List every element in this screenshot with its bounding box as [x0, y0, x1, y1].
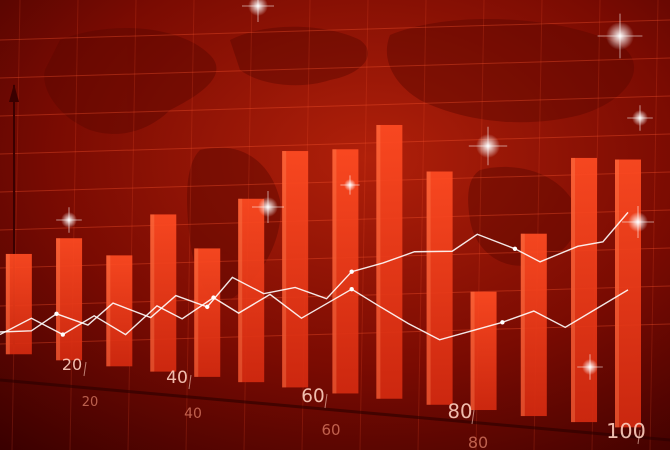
x-tick-mark	[83, 361, 87, 377]
grid-line-v	[649, 0, 659, 450]
x-tick-label: 60	[301, 386, 324, 407]
grid-line-h	[0, 133, 670, 155]
x-tick-label-back: 80	[468, 433, 488, 450]
bar-highlight	[150, 214, 155, 372]
bar	[5, 253, 32, 355]
line-point	[211, 295, 216, 300]
grid-line-h	[0, 19, 670, 41]
x-tick-label-back: 40	[184, 406, 202, 422]
front-axis-line	[0, 378, 670, 442]
x-tick-label: 100	[606, 419, 646, 443]
x-tick-label: 80	[448, 400, 473, 423]
bar-highlight	[571, 157, 576, 423]
bar-highlight	[106, 255, 111, 367]
line-point	[54, 311, 59, 316]
line-lower	[0, 288, 629, 341]
line-point	[500, 320, 505, 325]
decorations	[56, 0, 654, 380]
x-axis-back: 20 40 60 80	[82, 395, 488, 450]
bar	[470, 291, 497, 411]
line-point	[512, 246, 518, 251]
bar	[194, 248, 221, 377]
world-map-backdrop	[44, 18, 635, 302]
bar	[615, 159, 641, 428]
x-tick-label: 20	[62, 355, 82, 374]
bar	[571, 157, 598, 423]
x-tick-mark	[471, 409, 475, 425]
x-tick-label: 40	[166, 368, 188, 388]
bar	[150, 214, 177, 372]
line-point	[60, 332, 65, 337]
bar-highlight	[470, 291, 475, 411]
bar	[106, 255, 133, 367]
bar-highlight	[56, 238, 61, 361]
grid-line-v	[11, 0, 21, 450]
x-tick-mark	[324, 393, 328, 409]
y-axis-arrow	[9, 84, 19, 102]
bar-highlight	[332, 149, 337, 394]
x-tick-label-back: 20	[82, 395, 99, 410]
bar-highlight	[520, 233, 525, 417]
line-point	[349, 269, 354, 274]
x-tick-label-back: 60	[321, 421, 340, 439]
x-tick-mark	[188, 374, 192, 390]
grid-line-v	[359, 0, 369, 450]
grid-line-h	[0, 95, 670, 117]
line-upper	[0, 211, 629, 333]
bar	[238, 198, 265, 383]
bar-highlight	[194, 248, 199, 377]
line-series	[0, 211, 629, 341]
line-point	[205, 304, 210, 310]
grid-line-h	[0, 57, 670, 79]
grid-line-v	[417, 0, 427, 450]
bar	[282, 151, 309, 388]
grid-line-v	[127, 0, 137, 450]
bar-highlight	[282, 151, 287, 388]
bar-highlight	[426, 171, 431, 405]
bar	[376, 124, 403, 399]
bar	[426, 171, 453, 405]
line-point	[349, 287, 354, 292]
bar-highlight	[5, 253, 10, 355]
bar	[520, 233, 547, 417]
x-axis-front: 20 40 60 80 100	[0, 355, 670, 445]
x-tick-mark	[637, 429, 641, 445]
bar-highlight	[376, 124, 381, 399]
bar-highlight	[238, 198, 243, 383]
bar	[56, 238, 83, 361]
bar-highlight	[615, 159, 619, 428]
grid-line-v	[185, 0, 195, 450]
